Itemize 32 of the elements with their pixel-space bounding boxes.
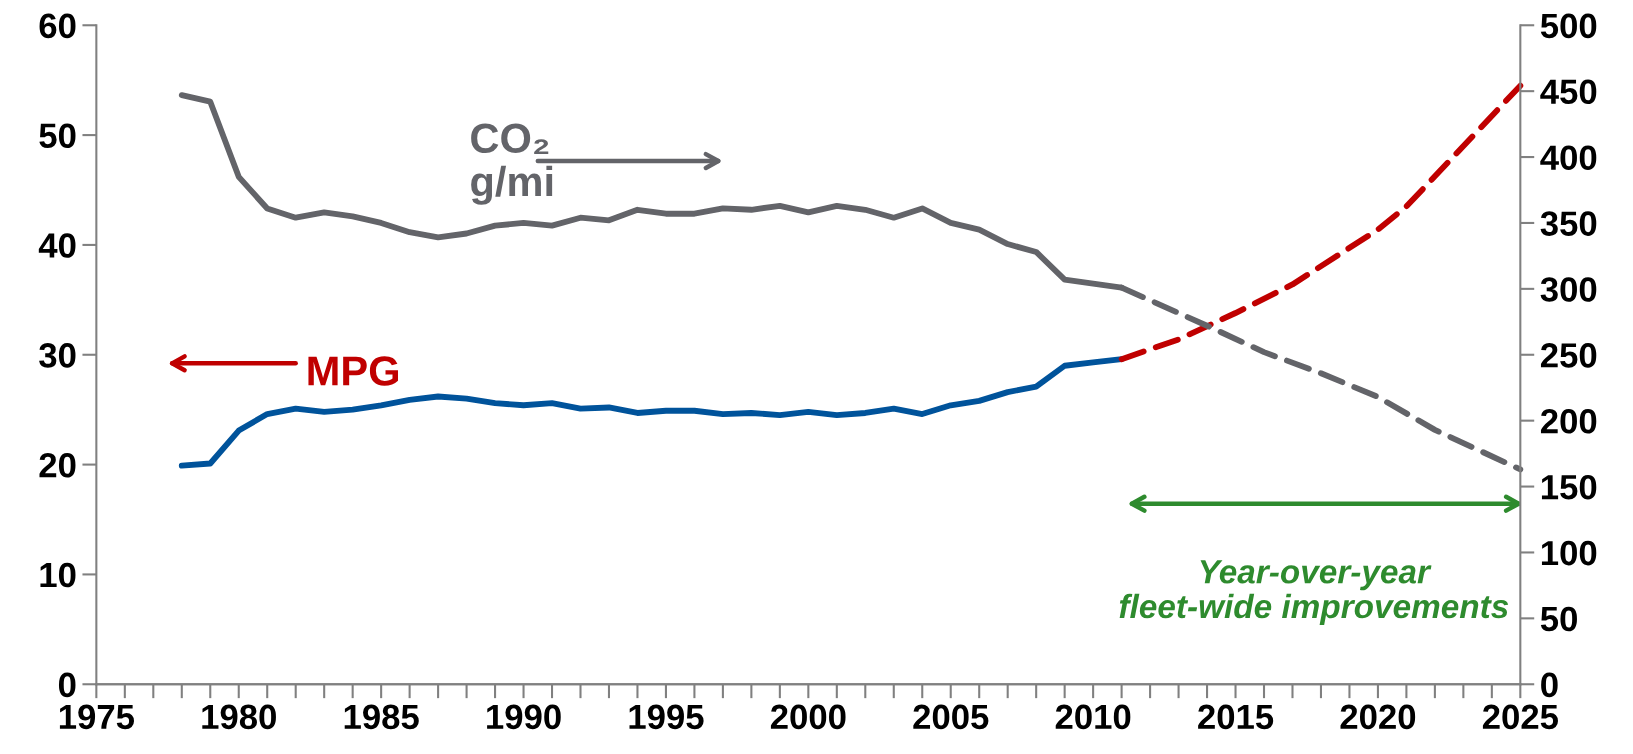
annotation: MPG (308, 356, 398, 386)
y2-tick-label: 500 (1540, 13, 1597, 39)
y2-tick-label: 250 (1540, 343, 1597, 368)
x-tick-label: 1975 (59, 704, 135, 730)
y-tick-label: 30 (39, 343, 76, 368)
y2-tick-label: 350 (1540, 211, 1597, 236)
y2-tick-label: 450 (1540, 79, 1597, 105)
x-tick-label: 1995 (629, 704, 704, 730)
y-tick-label: 20 (39, 452, 76, 478)
y-tick-label: 40 (38, 233, 76, 258)
annotation: CO₂ g/mi (471, 123, 553, 205)
x-tick-label: 1985 (344, 704, 419, 730)
x-tick-label: 2015 (1198, 704, 1274, 730)
y2-tick-label: 100 (1541, 540, 1597, 566)
y2-tick-label: 400 (1540, 145, 1597, 170)
x-tick-label: 1980 (202, 704, 276, 730)
x-tick-label: 2000 (770, 704, 846, 730)
x-tick-label: 1990 (487, 704, 561, 730)
y2-tick-label: 50 (1540, 606, 1577, 632)
y-tick-label: 0 (58, 672, 76, 698)
y-tick-label: 50 (39, 123, 76, 149)
y2-tick-label: 200 (1540, 408, 1597, 434)
x-tick-label: 2010 (1055, 704, 1131, 730)
x-tick-label: 2025 (1482, 704, 1558, 730)
y2-tick-label: 150 (1541, 474, 1597, 500)
x-tick-label: 2020 (1340, 704, 1416, 730)
y-tick-label: 60 (39, 13, 76, 39)
y-tick-label: 10 (40, 562, 76, 588)
annotation: Year-over-year fleet-wide improvements (1119, 560, 1509, 625)
y2-tick-label: 300 (1540, 277, 1597, 302)
y2-tick-label: 0 (1541, 672, 1558, 698)
x-tick-label: 2005 (913, 704, 989, 730)
